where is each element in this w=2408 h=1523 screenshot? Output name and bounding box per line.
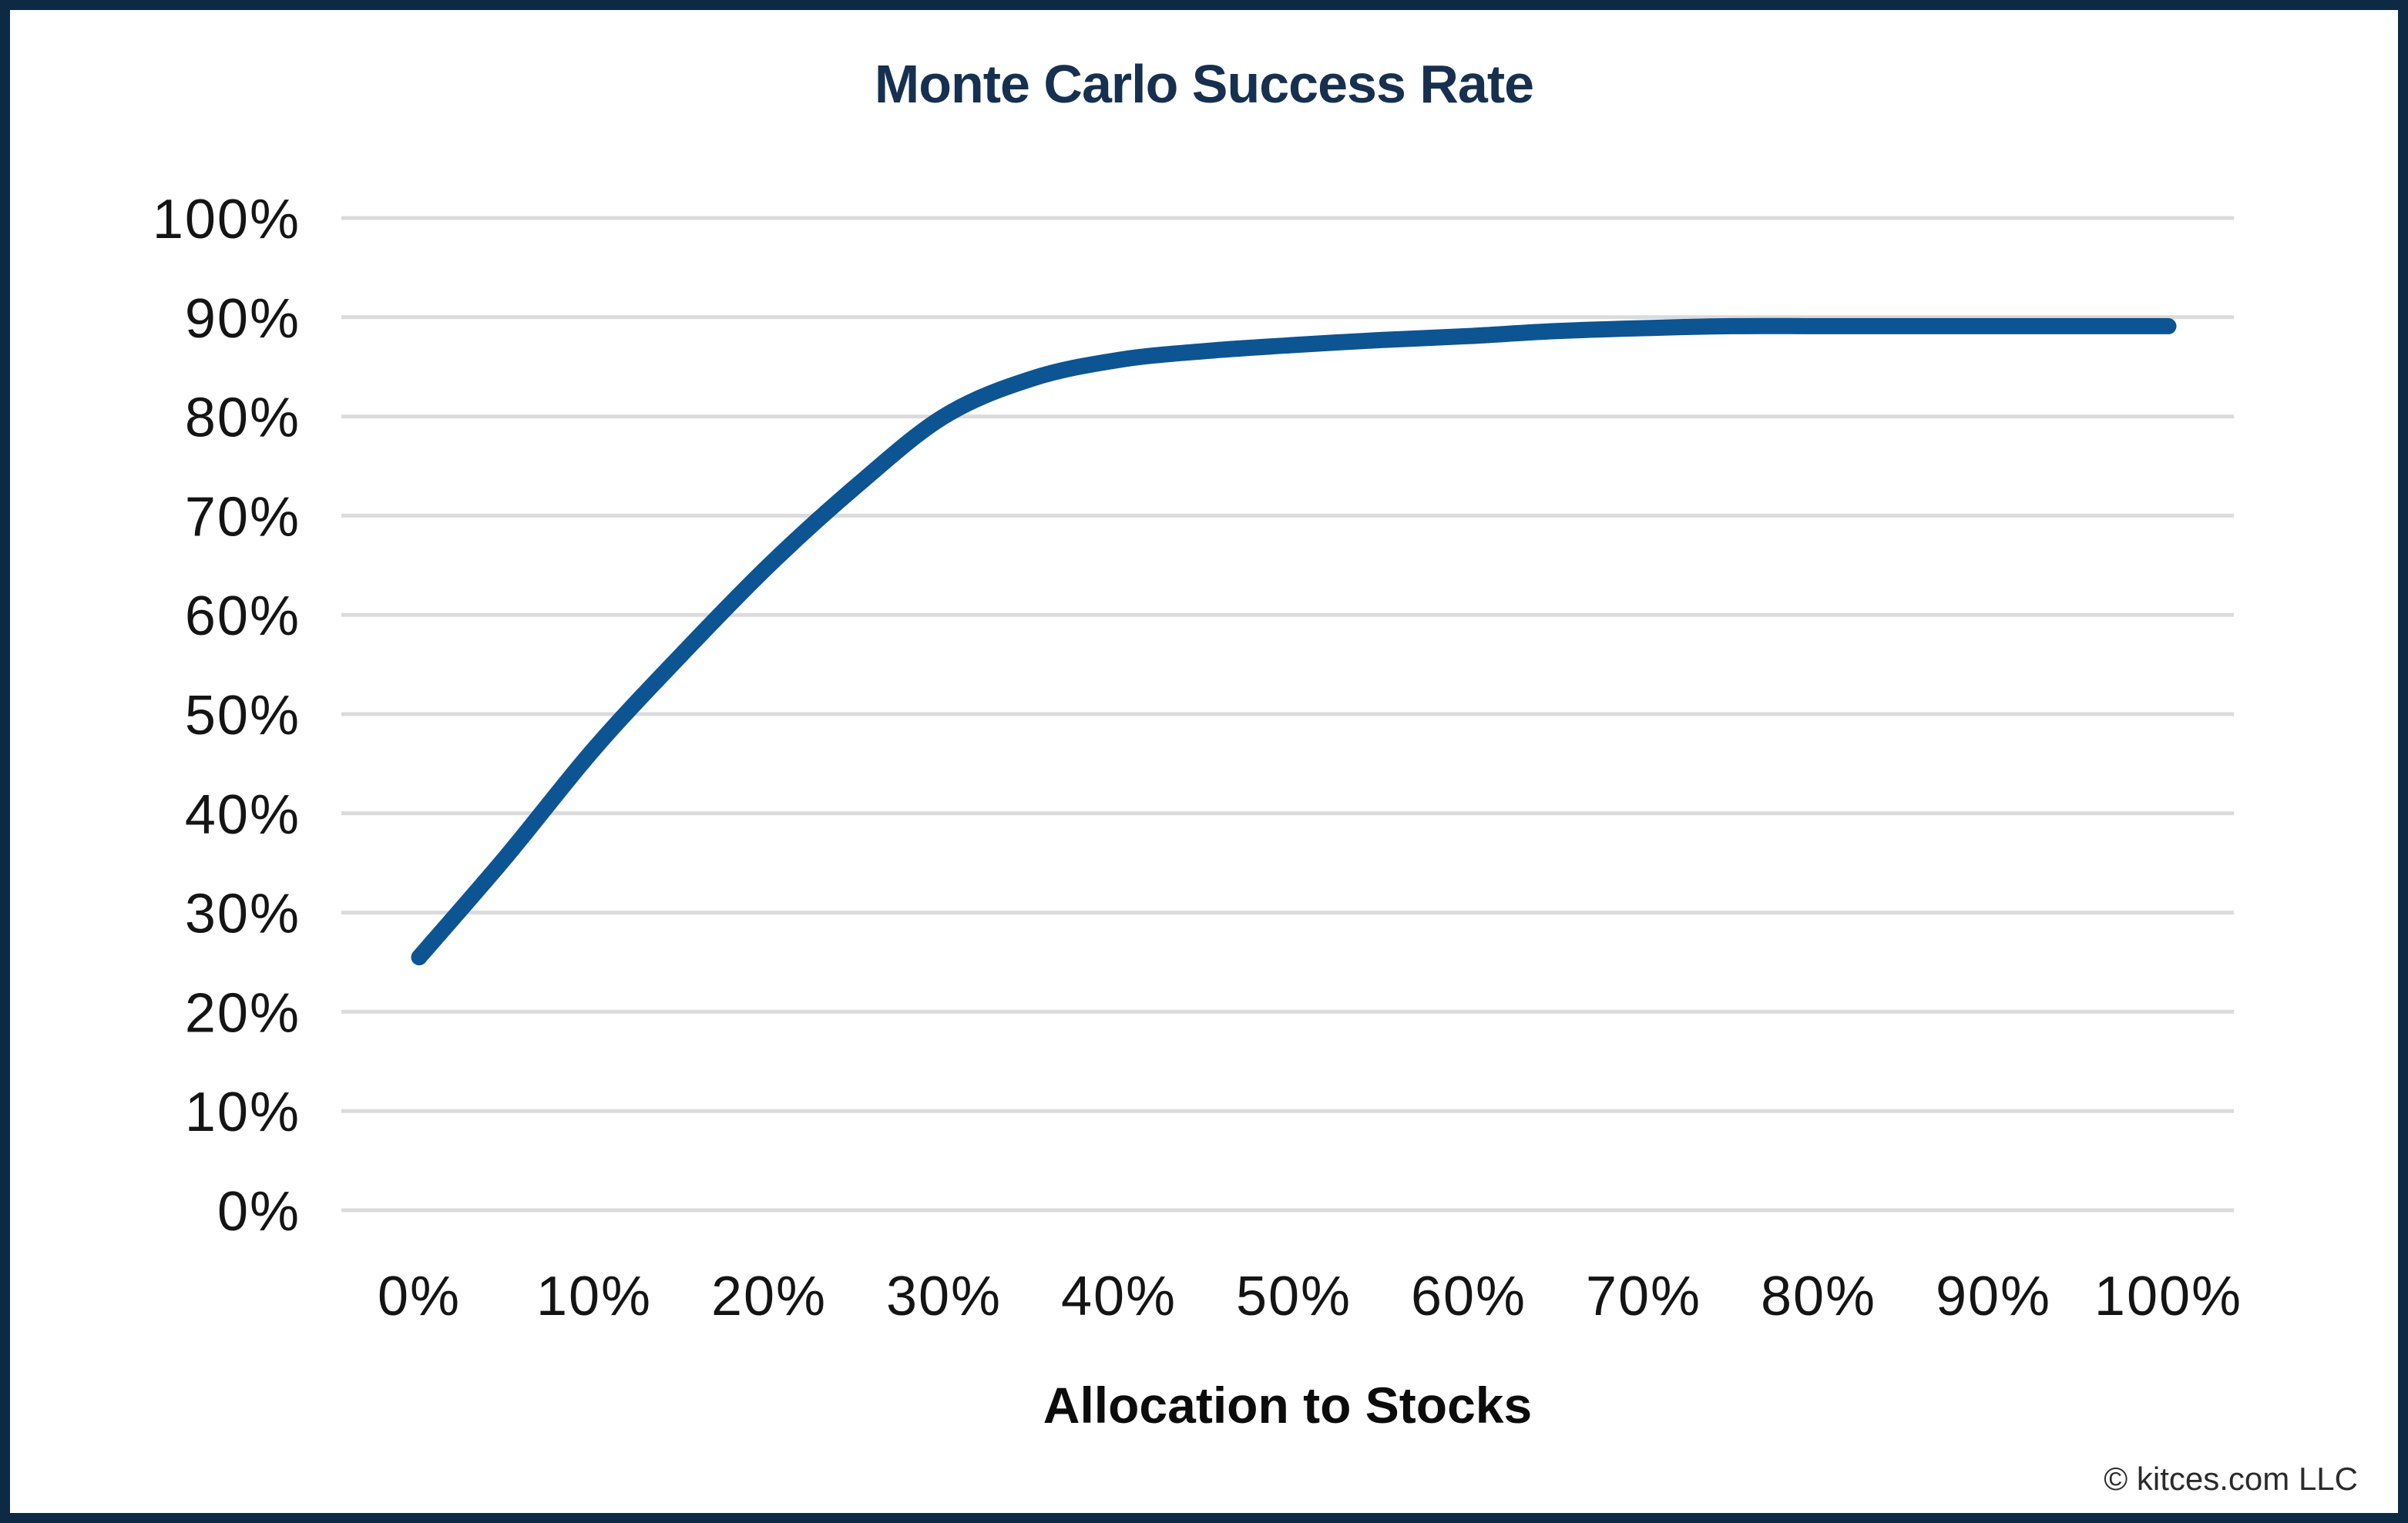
x-tick-label-100%: 100% [2094, 1266, 2242, 1327]
chart-title: Monte Carlo Success Rate [874, 54, 1534, 114]
y-tick-label-50%: 50% [185, 685, 301, 746]
y-tick-label-90%: 90% [185, 288, 301, 350]
y-tick-label-0%: 0% [217, 1181, 301, 1243]
y-axis-tick-labels: 0% 10% 20% 30% 40% 50% 60% 70% 80% 90% 100% [153, 189, 301, 1243]
x-tick-label-20%: 20% [711, 1266, 827, 1327]
success-rate-line [411, 317, 2177, 966]
x-tick-label-80%: 80% [1761, 1266, 1876, 1327]
x-tick-label-90%: 90% [1936, 1266, 2051, 1327]
x-tick-label-50%: 50% [1236, 1266, 1352, 1327]
x-tick-label-30%: 30% [886, 1266, 1002, 1327]
x-tick-label-0%: 0% [378, 1266, 461, 1327]
x-tick-label-70%: 70% [1586, 1266, 1701, 1327]
x-tick-label-60%: 60% [1411, 1266, 1526, 1327]
y-tick-label-100%: 100% [153, 189, 301, 250]
gridlines [341, 216, 2234, 1213]
y-tick-label-20%: 20% [185, 982, 301, 1044]
x-tick-label-40%: 40% [1061, 1266, 1177, 1327]
x-axis-tick-labels: 0% 10% 20% 30% 40% 50% 60% 70% 80% 90% 100% [378, 1266, 2242, 1327]
x-tick-label-10%: 10% [536, 1266, 652, 1327]
copyright-footer: © kitces.com LLC [2104, 1461, 2358, 1497]
y-tick-label-40%: 40% [185, 784, 301, 846]
y-tick-label-70%: 70% [185, 486, 301, 548]
y-tick-label-30%: 30% [185, 884, 301, 945]
y-tick-label-60%: 60% [185, 585, 301, 647]
y-tick-label-80%: 80% [185, 387, 301, 449]
y-tick-label-10%: 10% [185, 1082, 301, 1143]
x-axis-title: Allocation to Stocks [1043, 1377, 1533, 1434]
